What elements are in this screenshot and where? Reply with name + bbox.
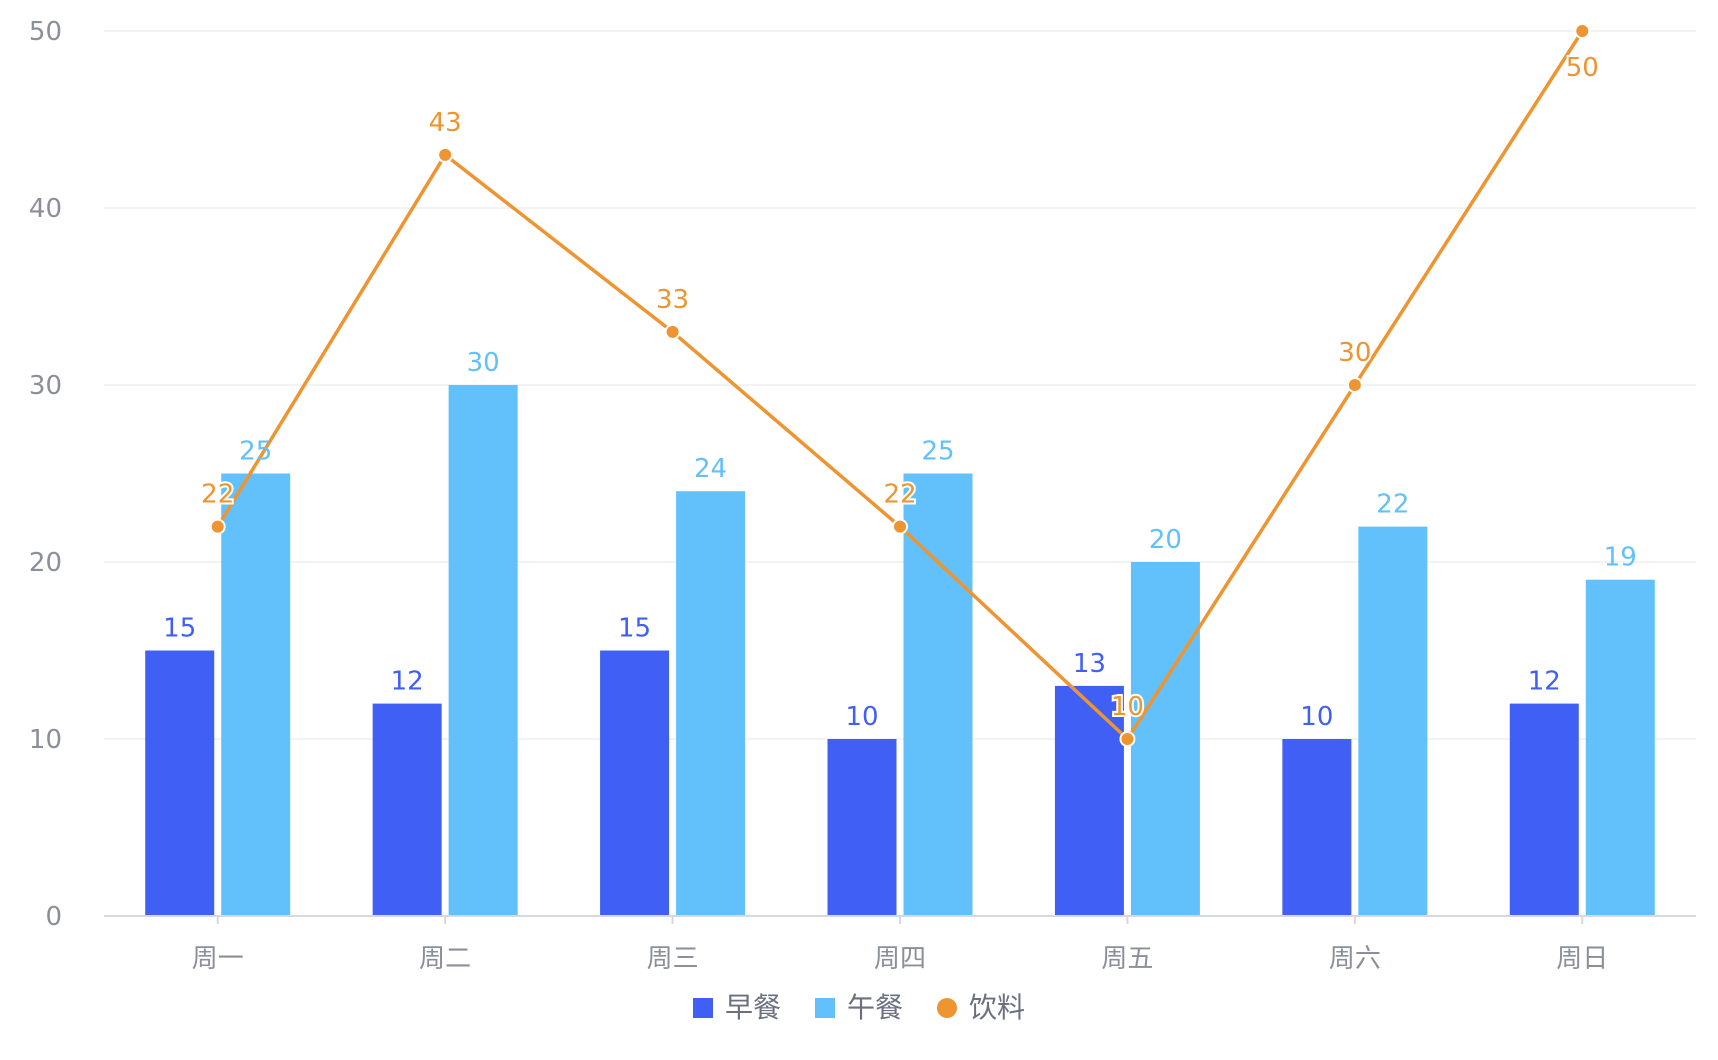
bar-value-label: 24 — [694, 454, 727, 484]
legend-item[interactable]: 饮料 — [937, 991, 1025, 1024]
bar-breakfast[interactable] — [372, 703, 442, 916]
y-tick-label: 40 — [29, 194, 62, 224]
bar-value-label: 22 — [1376, 490, 1409, 520]
y-tick-label: 10 — [29, 725, 62, 755]
line-point[interactable] — [1346, 377, 1363, 393]
legend-marker — [815, 998, 835, 1018]
legend-item[interactable]: 午餐 — [815, 991, 903, 1024]
grid-lines — [104, 30, 1696, 740]
x-tick-label: 周六 — [1329, 944, 1381, 974]
bar-value-label: 15 — [618, 614, 651, 644]
bar-value-label: 20 — [1149, 525, 1182, 555]
bar-value-label: 13 — [1073, 649, 1106, 679]
bar-value-label: 12 — [391, 667, 424, 697]
x-tick-label: 周二 — [419, 944, 471, 974]
bar-lunch[interactable] — [903, 473, 973, 917]
bar-value-label: 19 — [1604, 543, 1637, 573]
bar-breakfast[interactable] — [1509, 703, 1579, 916]
line-value-label: 22 — [201, 480, 234, 510]
bar-breakfast[interactable] — [827, 739, 897, 916]
legend: 早餐 午餐 饮料 — [693, 991, 1025, 1024]
line-value-label: 43 — [429, 108, 462, 138]
bar-value-label: 10 — [845, 702, 878, 732]
y-tick-label: 30 — [29, 371, 62, 401]
bar-value-label: 12 — [1528, 667, 1561, 697]
bar-lunch[interactable] — [448, 385, 518, 916]
bar-value-label: 25 — [921, 437, 954, 467]
bar-breakfast[interactable] — [1282, 739, 1352, 916]
bar-lunch[interactable] — [1130, 562, 1200, 916]
legend-marker — [693, 998, 713, 1018]
legend-item[interactable]: 早餐 — [693, 991, 781, 1024]
x-tick-label: 周五 — [1101, 944, 1153, 974]
legend-label: 早餐 — [725, 991, 781, 1024]
line-value-label: 30 — [1338, 338, 1371, 368]
legend-label: 午餐 — [847, 991, 903, 1024]
x-tick-label: 周三 — [647, 944, 699, 974]
bar-lunch[interactable] — [1585, 579, 1655, 916]
bar-lunch[interactable] — [221, 473, 291, 917]
line-value-label: 50 — [1566, 53, 1599, 83]
legend-label: 饮料 — [969, 991, 1025, 1024]
legend-marker — [937, 998, 957, 1018]
line-point[interactable] — [1119, 731, 1136, 747]
line-series — [209, 23, 1591, 747]
x-axis: 周一 周二 周三 周四 周五 周六 周日 — [104, 915, 1696, 974]
line-value-label: 10 — [1111, 692, 1144, 722]
line-point[interactable] — [664, 323, 681, 340]
bar-lunch[interactable] — [676, 491, 746, 916]
bar-value-label: 25 — [239, 437, 272, 467]
x-tick-label: 周一 — [192, 944, 244, 974]
x-tick-label: 周日 — [1556, 944, 1608, 974]
x-tick-label: 周四 — [874, 944, 926, 974]
bar-breakfast[interactable] — [145, 650, 215, 917]
y-tick-label: 20 — [29, 548, 62, 578]
y-tick-label: 50 — [29, 17, 62, 47]
bar-breakfast[interactable] — [600, 650, 670, 917]
bar-value-label: 30 — [467, 348, 500, 378]
line-point[interactable] — [1574, 23, 1591, 39]
bar-value-label: 15 — [163, 614, 196, 644]
line-value-label: 22 — [883, 480, 916, 510]
bar-lunch[interactable] — [1358, 526, 1428, 916]
bars — [145, 385, 1655, 916]
y-tick-label: 0 — [45, 902, 62, 932]
y-axis: 0 10 20 30 40 50 — [29, 17, 62, 932]
data-labels: 1512151013101225302425202219224333221030… — [163, 51, 1637, 732]
line-point[interactable] — [209, 518, 226, 535]
bar-value-label: 10 — [1300, 702, 1333, 732]
line-value-label: 33 — [656, 285, 689, 315]
line-point[interactable] — [892, 518, 908, 535]
line-point[interactable] — [437, 146, 454, 163]
